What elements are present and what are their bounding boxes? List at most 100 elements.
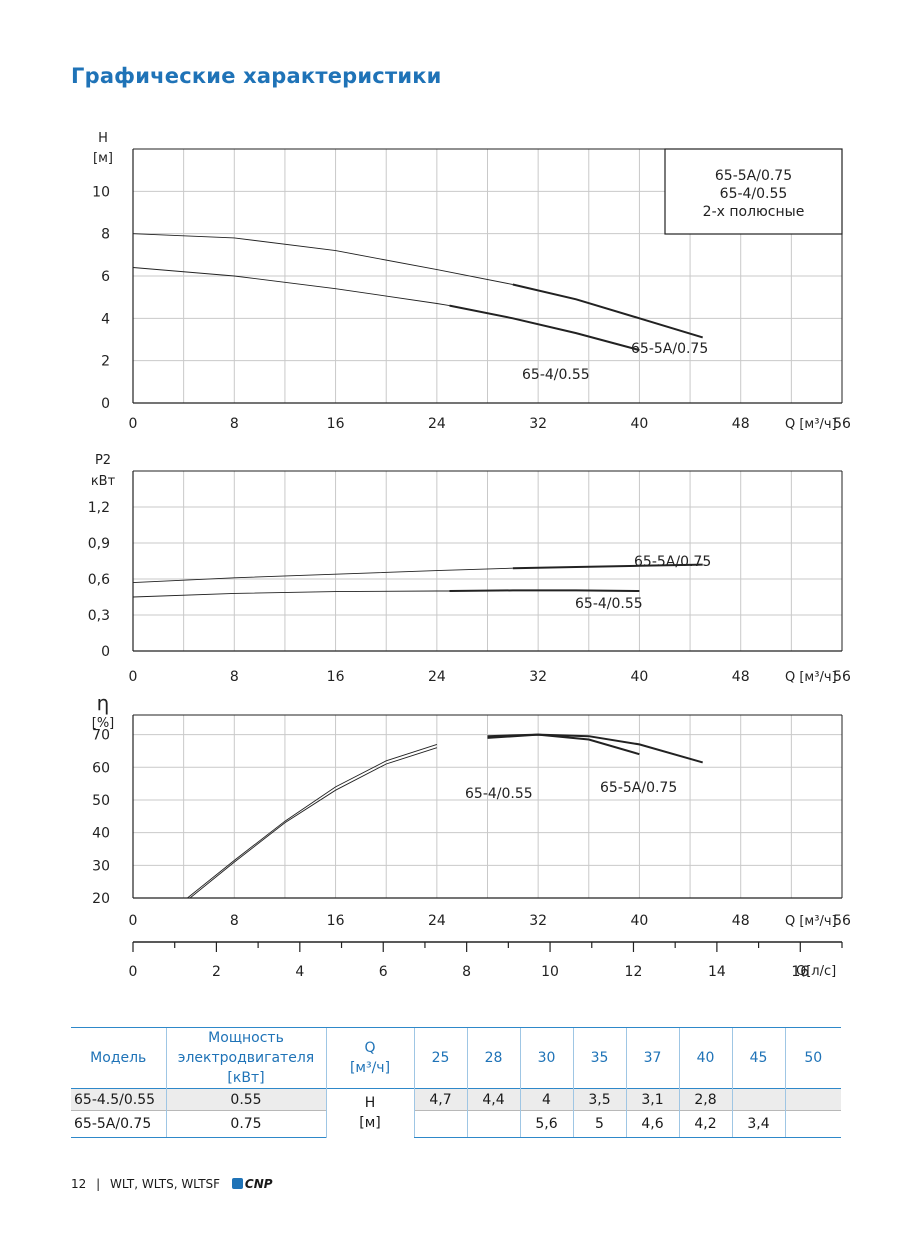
y-axis-label: P2	[95, 453, 111, 468]
ls-tick-label: 12	[625, 964, 643, 980]
legend-text: 65-4/0.55	[720, 186, 788, 202]
x-tick-label: 16	[327, 416, 345, 432]
x-tick-label: 40	[631, 913, 649, 929]
header-q-value: 25	[413, 1027, 467, 1089]
y-tick-label: 0	[101, 644, 110, 660]
header-model: Модель	[71, 1027, 166, 1089]
table-row: 65-4.5/0.55 0.55 H [м] 4,7 4,4 4 3,5 3,1…	[71, 1088, 841, 1138]
series-line	[187, 743, 438, 899]
x-tick-label: 40	[631, 669, 649, 685]
legend-text: 2-х полюсные	[703, 204, 805, 220]
x-tick-label: 32	[529, 669, 547, 685]
header-q-value: 28	[466, 1027, 520, 1089]
power-cell: 0.55	[165, 1088, 326, 1111]
x-tick-label: 8	[230, 416, 239, 432]
y-axis-unit: кВт	[91, 474, 116, 489]
series-label: 65-5A/0.75	[634, 554, 711, 570]
y-tick-label: 2	[101, 354, 110, 370]
y-tick-label: 0,9	[88, 536, 110, 552]
x-tick-label: 0	[129, 416, 138, 432]
x-axis-label: Q [м³/ч]	[785, 670, 837, 685]
y-tick-label: 20	[92, 891, 110, 907]
h-value-cell	[466, 1110, 520, 1138]
series-label: 65-5A/0.75	[600, 780, 677, 796]
model-cell: 65-4.5/0.55	[71, 1088, 166, 1111]
x-axis-label: Q [м³/ч]	[785, 914, 837, 929]
h-value-cell: 3,1	[625, 1088, 679, 1111]
y-tick-label: 30	[92, 858, 110, 874]
ls-tick-label: 2	[212, 964, 221, 980]
series-label: 65-4/0.55	[575, 596, 643, 612]
header-q-value: 30	[519, 1027, 573, 1089]
x-tick-label: 24	[428, 913, 446, 929]
x-tick-label: 0	[129, 669, 138, 685]
ls-tick-label: 8	[462, 964, 471, 980]
header-q-value: 50	[784, 1027, 841, 1089]
y-axis-unit: [%]	[92, 716, 115, 731]
h-value-cell: 4	[519, 1088, 573, 1111]
x-tick-label: 24	[428, 416, 446, 432]
h-value-cell: 5	[572, 1110, 626, 1138]
y-tick-label: 50	[92, 793, 110, 809]
page-number: 12	[71, 1176, 87, 1191]
legend-box	[664, 148, 843, 235]
ls-tick-label: 14	[708, 964, 726, 980]
ls-tick-label: 0	[129, 964, 138, 980]
h-unit-cell: H [м]	[325, 1088, 414, 1138]
y-axis-unit: [м]	[93, 151, 113, 166]
h-value-cell: 5,6	[519, 1110, 573, 1138]
x-tick-label: 48	[732, 669, 750, 685]
y-tick-label: 8	[101, 227, 110, 243]
x-tick-label: 16	[327, 669, 345, 685]
series-line	[189, 747, 438, 899]
h-value-cell: 3,5	[572, 1088, 626, 1111]
y-tick-label: 60	[92, 760, 110, 776]
x-tick-label: 16	[327, 913, 345, 929]
y-tick-label: 1,2	[88, 500, 110, 516]
table-row: 65-5A/0.75 0.75 5,6 5 4,6 4,2 3,4	[71, 1110, 841, 1138]
x-tick-label: 0	[129, 913, 138, 929]
x-tick-label: 56	[833, 913, 851, 929]
series-line-operating	[512, 563, 703, 570]
x-tick-label: 56	[833, 669, 851, 685]
h-value-cell: 4,4	[466, 1088, 520, 1111]
x-tick-label: 48	[732, 416, 750, 432]
h-value-cell: 4,7	[413, 1088, 467, 1111]
header-power: Мощность электродвигателя [кВт]	[165, 1027, 326, 1089]
y-axis-label: η	[97, 691, 110, 715]
series-label: 65-4/0.55	[522, 367, 590, 383]
x-tick-label: 40	[631, 416, 649, 432]
power-cell: 0.75	[165, 1110, 326, 1138]
y-tick-label: 6	[101, 269, 110, 285]
series-line	[132, 233, 513, 285]
x-axis-label: Q [м³/ч]	[785, 417, 837, 432]
h-value-cell: 3,4	[731, 1110, 785, 1138]
model-cell: 65-5A/0.75	[71, 1110, 166, 1138]
y-tick-label: 4	[101, 311, 110, 327]
page-title: Графические характеристики	[71, 64, 442, 88]
x-tick-label: 56	[833, 416, 851, 432]
x-tick-label: 8	[230, 669, 239, 685]
ls-tick-label: 4	[295, 964, 304, 980]
x-tick-label: 48	[732, 913, 750, 929]
y-tick-label: 70	[92, 728, 110, 744]
header-q: Q [м³/ч]	[325, 1027, 414, 1089]
x-tick-label: 32	[529, 416, 547, 432]
brand-logo-icon	[231, 1178, 243, 1190]
x-tick-label: 8	[230, 913, 239, 929]
header-q-value: 37	[625, 1027, 679, 1089]
series-line-operating	[512, 283, 703, 339]
ls-axis-label: Q[л/с]	[796, 964, 836, 979]
series-line-operating	[487, 733, 640, 756]
ls-tick-label: 6	[379, 964, 388, 980]
y-tick-label: 0,6	[88, 572, 110, 588]
y-tick-label: 40	[92, 826, 110, 842]
y-tick-label: 0,3	[88, 608, 110, 624]
ls-tick-label: 10	[541, 964, 559, 980]
series-line	[132, 590, 450, 598]
spec-table: Модель Мощность электродвигателя [кВт] Q…	[71, 1027, 841, 1138]
series-line-operating	[449, 589, 640, 592]
h-value-cell: 2,8	[678, 1088, 732, 1111]
series-label: 65-4/0.55	[465, 786, 533, 802]
